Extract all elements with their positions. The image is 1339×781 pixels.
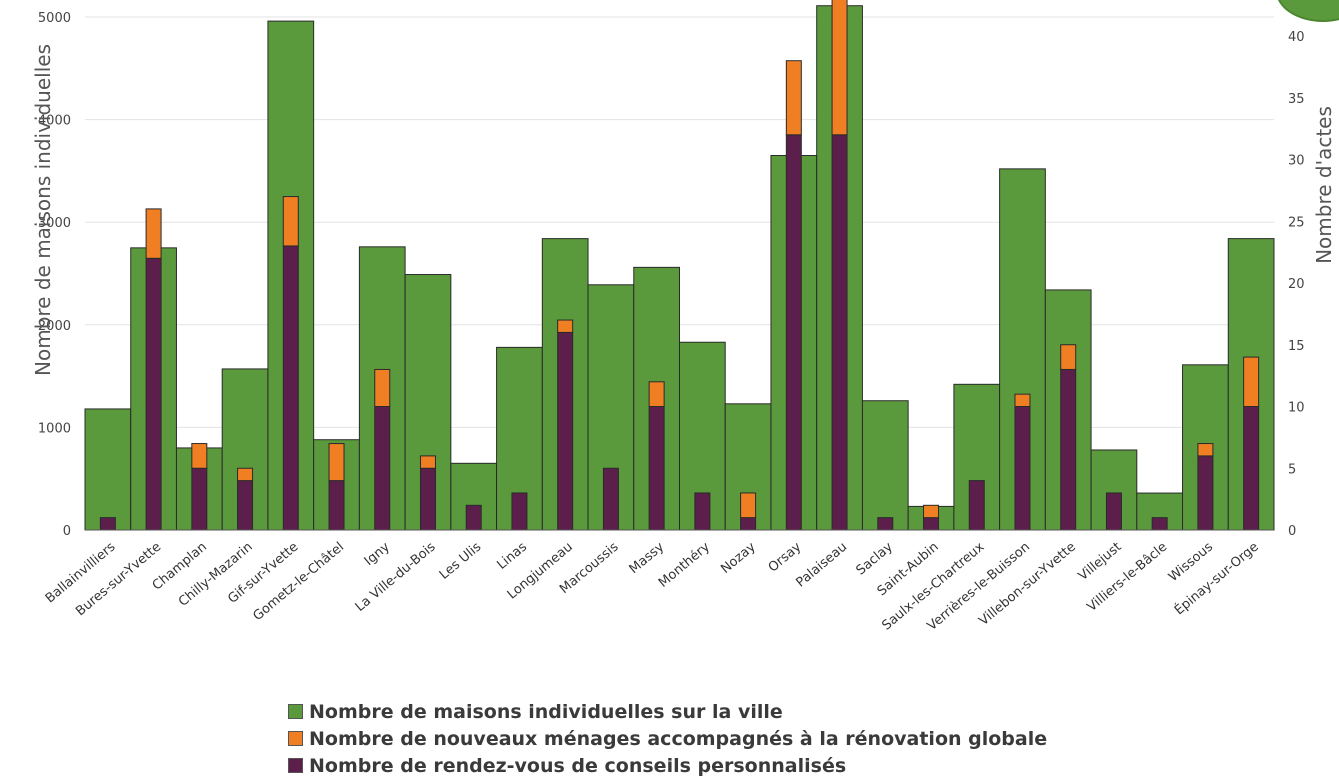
- bar-renovation: [785, 60, 802, 136]
- y2-tick-label: 30: [1288, 154, 1305, 169]
- bar-appointments: [374, 406, 391, 531]
- y-tick-label: 1000: [38, 421, 71, 436]
- y2-tick-label: 15: [1288, 339, 1305, 354]
- y2-tick-label: 35: [1288, 92, 1305, 107]
- bar-houses: [84, 408, 132, 531]
- bar-appointments: [465, 504, 482, 531]
- legend-swatch-appointments: [288, 758, 303, 773]
- bar-appointments: [1105, 492, 1122, 531]
- legend-item-houses: Nombre de maisons individuelles sur la v…: [288, 698, 1047, 725]
- y2-tick-label: 25: [1288, 215, 1305, 230]
- y-tick-label: 4000: [38, 114, 71, 129]
- bar-appointments: [1014, 406, 1031, 531]
- bar-appointments: [1060, 368, 1077, 531]
- bar-renovation: [648, 381, 665, 407]
- legend-label-renovation: Nombre de nouveaux ménages accompagnés à…: [309, 727, 1048, 750]
- legend-label-appointments: Nombre de rendez-vous de conseils person…: [309, 754, 847, 777]
- bar-appointments: [191, 467, 208, 531]
- bar-appointments: [1243, 406, 1260, 531]
- bar-appointments: [419, 467, 436, 531]
- bar-houses: [861, 400, 909, 531]
- bar-appointments: [1151, 517, 1168, 531]
- category-label: Igny: [362, 539, 393, 569]
- bar-appointments: [237, 480, 254, 531]
- legend-label-houses: Nombre de maisons individuelles sur la v…: [309, 700, 783, 723]
- legend-item-appointments: Nombre de rendez-vous de conseils person…: [288, 752, 1047, 779]
- right-axis-ticks: 0 5 10 15 20 25 30 35 40: [1288, 30, 1305, 539]
- bar-renovation: [145, 208, 162, 259]
- bar-renovation: [557, 319, 574, 333]
- bar-renovation: [831, 0, 848, 136]
- bar-appointments: [328, 480, 345, 531]
- bar-renovation: [1060, 344, 1077, 370]
- legend-item-renovation: Nombre de nouveaux ménages accompagnés à…: [288, 725, 1047, 752]
- category-labels: BallainvilliersBures-sur-YvetteChamplanC…: [43, 539, 1262, 634]
- y-tick-label: 0: [63, 524, 71, 539]
- category-label: Bures-sur-Yvette: [73, 540, 164, 620]
- category-label: Linas: [494, 539, 530, 572]
- category-label: Massy: [627, 539, 668, 577]
- y-tick-label: 3000: [38, 216, 71, 231]
- bar-appointments: [99, 517, 116, 531]
- y-axis-title: Nombre de maisons individuelles: [31, 44, 55, 376]
- bar-renovation: [237, 467, 254, 482]
- bar-renovation: [1014, 393, 1031, 407]
- bar-renovation: [328, 443, 345, 482]
- y-tick-label: 2000: [38, 319, 71, 334]
- stacked-bars: [99, 0, 1260, 531]
- category-label: Palaiseau: [793, 540, 850, 591]
- bar-renovation: [740, 492, 757, 519]
- legend: Nombre de maisons individuelles sur la v…: [288, 698, 1047, 779]
- category-label: Orsay: [766, 539, 805, 575]
- bar-renovation: [282, 196, 299, 247]
- y2-tick-label: 5: [1288, 462, 1296, 477]
- bar-renovation: [1197, 443, 1214, 457]
- legend-swatch-renovation: [288, 731, 303, 746]
- category-label: Épinay-sur-Orge: [1171, 539, 1261, 619]
- y-tick-label: 5000: [38, 11, 71, 26]
- bar-appointments: [1197, 455, 1214, 531]
- bar-appointments: [694, 492, 711, 531]
- bar-renovation: [191, 443, 208, 469]
- bar-renovation: [374, 368, 391, 408]
- category-label: Monthéry: [656, 539, 713, 590]
- category-label: Villiers-le-Bâcle: [1085, 540, 1171, 615]
- category-label: Saclay: [854, 539, 897, 578]
- bar-appointments: [511, 492, 528, 531]
- bar-appointments: [648, 406, 665, 531]
- bar-renovation: [1243, 356, 1260, 408]
- bar-appointments: [831, 134, 848, 531]
- bar-renovation: [419, 455, 436, 469]
- bar-appointments: [740, 517, 757, 531]
- y2-tick-label: 10: [1288, 401, 1305, 416]
- category-label: La Ville-du-Bois: [353, 539, 439, 615]
- bar-renovation: [923, 504, 940, 519]
- bar-appointments: [282, 245, 299, 531]
- bar-appointments: [785, 134, 802, 531]
- y2-tick-label: 0: [1288, 524, 1296, 539]
- y2-tick-label: 20: [1288, 277, 1305, 292]
- category-label: Les Ulis: [437, 539, 485, 582]
- houses-bars: [84, 5, 1275, 531]
- bar-appointments: [602, 467, 619, 531]
- category-label: Nozay: [718, 539, 759, 577]
- bar-appointments: [557, 331, 574, 531]
- bar-appointments: [145, 257, 162, 531]
- y2-tick-label: 40: [1288, 30, 1305, 45]
- y2-axis-title: Nombre d'actes: [1312, 106, 1336, 264]
- legend-swatch-houses: [288, 704, 303, 719]
- left-axis-ticks: 0 1000 2000 3000 4000 5000: [38, 11, 71, 539]
- bar-appointments: [923, 517, 940, 531]
- bar-appointments: [877, 517, 894, 531]
- chart: 0 1000 2000 3000 4000 5000 0 5 10 15 20 25 30 35 40 B…: [31, 0, 1336, 634]
- bar-appointments: [968, 480, 985, 531]
